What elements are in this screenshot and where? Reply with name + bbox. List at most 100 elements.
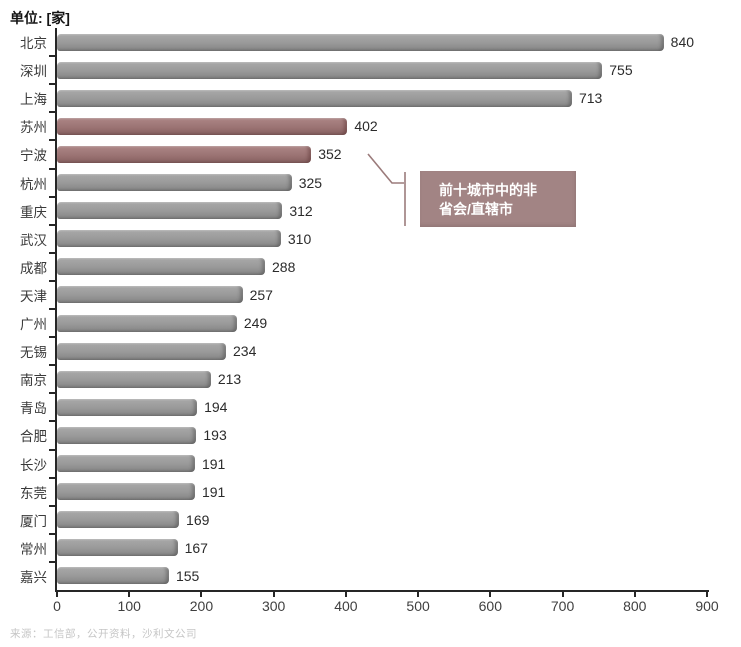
category-label: 合肥 [20,429,47,445]
y-axis-tick [49,279,55,282]
bar-row: 武汉 310 [20,225,707,253]
x-axis-tick-label: 700 [550,598,575,614]
category-label: 北京 [20,36,47,52]
bar [57,455,195,473]
plot-area: 北京 840 深圳 755 上海 713 苏州 402 宁波 352 杭州 325 重庆 312 武汉 310… [20,28,709,597]
bar [57,539,178,557]
bar-row: 广州 249 [20,309,707,337]
annotation-line-2: 省会/直辖市 [439,201,513,217]
bar-highlighted [57,145,312,163]
bar [57,174,292,192]
value-label: 257 [249,286,273,303]
bar [57,314,237,332]
category-label: 苏州 [20,120,47,136]
bar-row: 成都 288 [20,253,707,281]
value-label: 234 [233,343,257,360]
value-label: 169 [186,511,210,528]
x-axis-tick-label: 600 [478,598,503,614]
value-label: 288 [272,258,296,275]
bar [57,89,572,107]
value-label: 167 [184,539,208,556]
bar-row: 青岛 194 [20,393,707,421]
x-axis-labels: 0 100 200 300 400 500 600 700 800 900 [53,598,719,616]
x-axis-tick [706,592,708,597]
x-axis-tick-label: 900 [695,598,719,614]
x-axis-tick [128,592,131,597]
bar-row: 长沙 191 [20,450,707,478]
category-label: 上海 [20,92,47,108]
y-axis-line [55,28,57,592]
category-label: 宁波 [20,148,47,164]
x-axis-tick [489,592,492,597]
bar [57,33,664,51]
bar [57,230,281,248]
value-label: 352 [318,146,342,163]
y-axis-tick [49,364,55,367]
bar [57,483,195,501]
category-label: 重庆 [20,204,47,220]
x-axis-tick [200,592,203,597]
x-axis-tick [344,592,347,597]
bar-row: 重庆 312 [20,197,707,225]
category-label: 深圳 [20,64,47,80]
bar-row: 无锡 234 [20,337,707,365]
value-label: 193 [203,427,227,444]
value-label: 402 [354,118,378,135]
bar-row: 嘉兴 155 [20,562,707,590]
x-axis-tick [561,592,564,597]
category-label: 青岛 [20,401,47,417]
bar [57,202,283,220]
y-axis-tick [49,251,55,254]
value-label: 191 [201,455,226,472]
category-label: 嘉兴 [20,569,47,585]
category-label: 广州 [20,317,47,333]
bar-row: 合肥 193 [20,421,707,449]
x-axis-tick-label: 800 [623,598,647,614]
bar [57,426,197,444]
value-label: 191 [201,483,226,500]
value-label: 249 [243,315,268,332]
value-label: 325 [298,174,323,191]
bar-row: 上海 713 [20,84,707,112]
category-label: 南京 [20,373,47,389]
value-label: 310 [287,230,312,247]
x-axis-tick [417,592,420,597]
y-axis-tick [49,448,55,451]
value-label: 194 [204,399,228,416]
bar [57,511,180,529]
value-label: 840 [670,34,695,51]
bar-row: 深圳 755 [20,56,707,84]
x-axis-tick [272,592,275,597]
x-axis-line [55,590,709,592]
x-axis-tick-label: 100 [117,598,141,614]
bar-row: 南京 213 [20,365,707,393]
y-axis-tick [49,195,55,198]
y-axis-tick [49,560,55,563]
y-axis-tick [49,392,55,395]
y-axis-tick [49,223,55,226]
bar-row: 杭州 325 [20,169,707,197]
category-label: 天津 [20,288,47,304]
bar [57,370,211,388]
x-axis-tick [56,592,58,597]
y-axis-tick [49,504,55,507]
bar-highlighted [57,117,348,135]
unit-label: 单位: [家] [10,10,70,26]
y-axis-tick [49,139,55,142]
bar [57,258,265,276]
bar [57,398,198,416]
annotation-line-1: 前十城市中的非 [439,182,537,198]
bar-row: 苏州 402 [20,112,707,140]
x-axis-tick-label: 400 [334,598,358,614]
y-axis-tick [49,420,55,423]
bar-row: 北京 840 [20,28,707,56]
y-axis-tick [49,336,55,339]
bar [57,286,243,304]
bar-row: 厦门 169 [20,506,707,534]
value-label: 755 [609,62,633,79]
value-label: 713 [578,90,603,107]
value-label: 312 [289,202,313,219]
y-axis-tick [49,83,55,86]
y-axis-tick [49,308,55,310]
